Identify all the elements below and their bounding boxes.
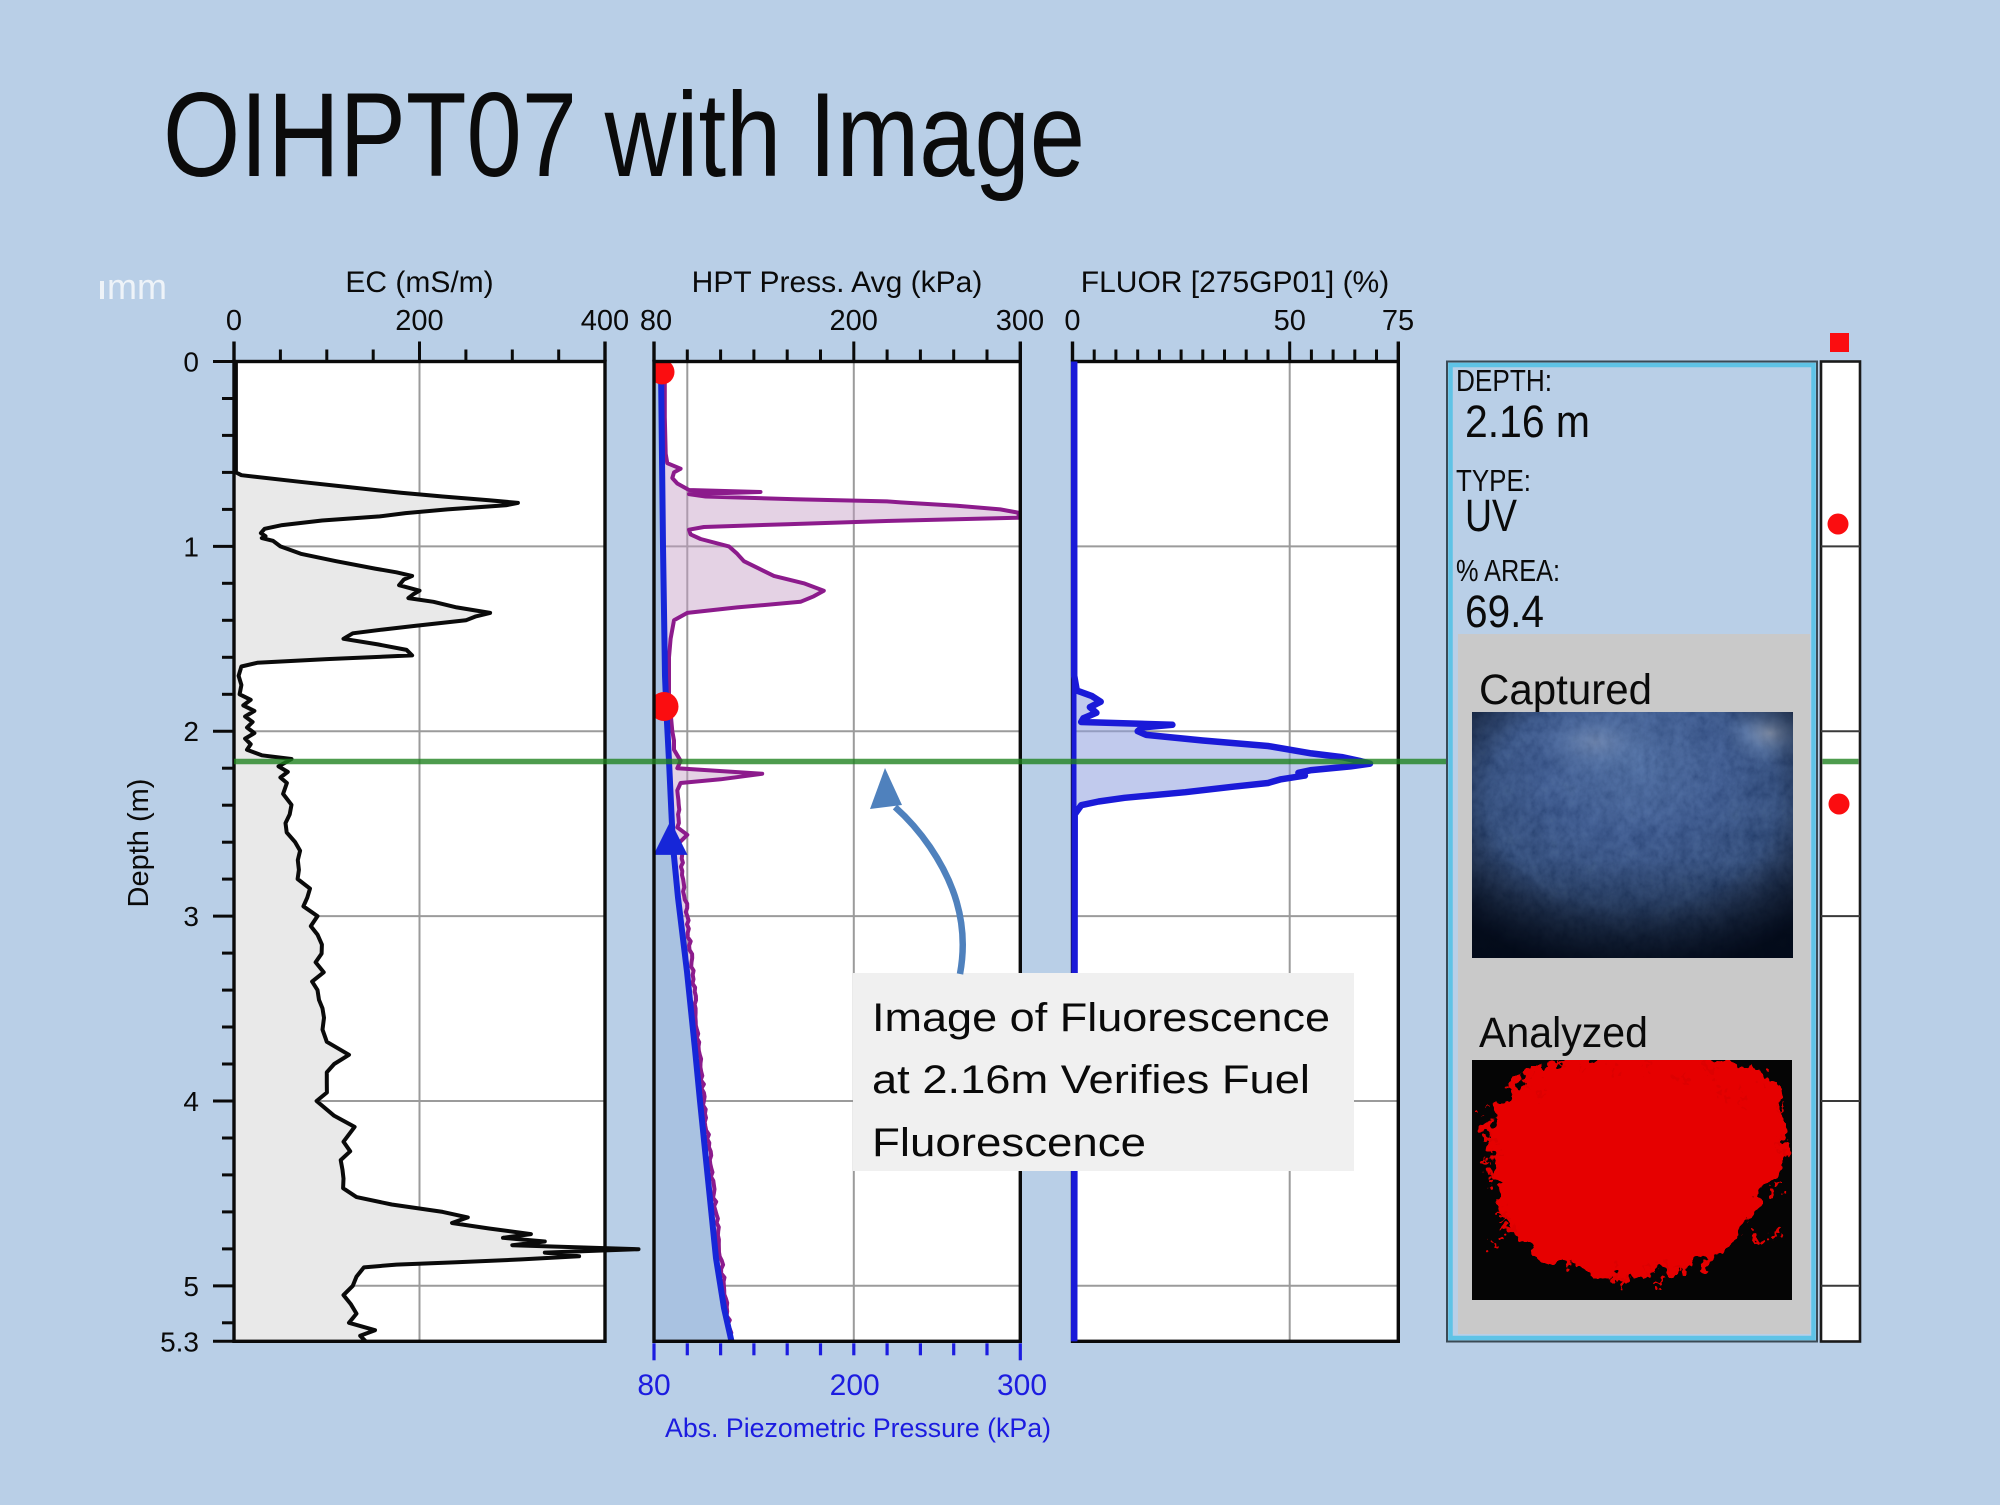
svg-text:2: 2 [183, 716, 199, 747]
svg-text:DEPTH:: DEPTH: [1456, 363, 1552, 398]
svg-text:at 2.16m Verifies Fuel: at 2.16m Verifies Fuel [872, 1058, 1310, 1102]
svg-text:80: 80 [640, 305, 672, 337]
svg-text:UV: UV [1465, 490, 1517, 541]
svg-text:1: 1 [183, 531, 199, 562]
svg-text:300: 300 [997, 1369, 1047, 1402]
svg-text:Depth (m): Depth (m) [123, 779, 155, 908]
svg-text:0: 0 [183, 347, 199, 378]
svg-text:0: 0 [226, 305, 242, 337]
svg-text:50: 50 [1274, 305, 1306, 337]
svg-text:EC (mS/m): EC (mS/m) [345, 266, 493, 299]
svg-text:TYPE:: TYPE: [1456, 463, 1531, 498]
svg-text:2.16 m: 2.16 m [1465, 396, 1590, 447]
svg-text:200: 200 [830, 1369, 880, 1402]
svg-text:Fluorescence: Fluorescence [872, 1121, 1146, 1165]
svg-text:FLUOR [275GP01] (%): FLUOR [275GP01] (%) [1081, 266, 1389, 299]
svg-text:5: 5 [183, 1271, 199, 1302]
svg-text:Captured: Captured [1479, 666, 1652, 714]
svg-text:Abs. Piezometric Pressure (kPa: Abs. Piezometric Pressure (kPa) [665, 1413, 1051, 1443]
svg-text:80: 80 [637, 1369, 670, 1402]
svg-text:200: 200 [395, 305, 443, 337]
svg-text:HPT Press. Avg (kPa): HPT Press. Avg (kPa) [692, 266, 983, 299]
svg-text:4: 4 [183, 1086, 199, 1117]
svg-text:400: 400 [581, 305, 629, 337]
svg-text:Image of Fluorescence: Image of Fluorescence [872, 996, 1330, 1040]
svg-text:200: 200 [830, 305, 878, 337]
svg-text:300: 300 [996, 305, 1044, 337]
svg-text:69.4: 69.4 [1465, 586, 1544, 637]
svg-text:3: 3 [183, 901, 199, 932]
svg-text:mm: mm [107, 266, 167, 307]
svg-text:OIHPT07 with Image: OIHPT07 with Image [163, 68, 1085, 202]
svg-text:0: 0 [1064, 305, 1080, 337]
svg-text:5.3: 5.3 [160, 1326, 199, 1357]
svg-text:% AREA:: % AREA: [1456, 553, 1560, 588]
svg-text:Analyzed: Analyzed [1479, 1009, 1648, 1057]
svg-text:75: 75 [1382, 305, 1414, 337]
